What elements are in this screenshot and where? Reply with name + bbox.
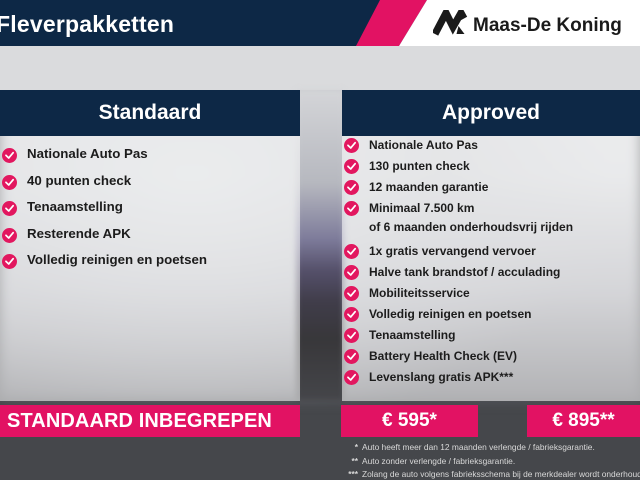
svg-text:Maas-De Koning: Maas-De Koning: [473, 15, 622, 36]
